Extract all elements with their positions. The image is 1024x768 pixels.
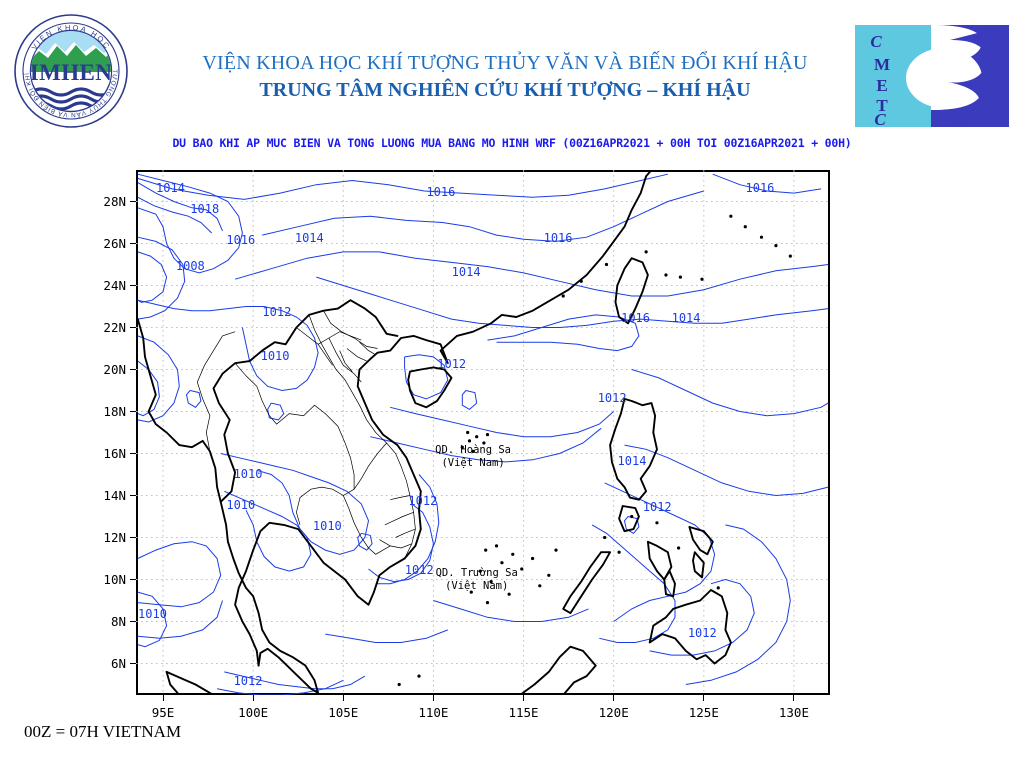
contour-value-label: 1012 — [408, 493, 438, 508]
y-tickmark — [130, 327, 136, 328]
contour-value-label: 1010 — [260, 348, 290, 363]
y-tickmark — [130, 663, 136, 664]
organisation-titles: VIỆN KHOA HỌC KHÍ TƯỢNG THỦY VĂN VÀ BIẾN… — [160, 50, 850, 104]
coastlines — [136, 170, 732, 695]
y-axis-label: 22N — [103, 319, 126, 335]
contour-value-label: 1010 — [312, 519, 342, 533]
x-axis-label: 130E — [778, 705, 809, 720]
contour-value-label: 1016 — [621, 311, 651, 326]
chart-title: DU BAO KHI AP MUC BIEN VA TONG LUONG MUA… — [172, 136, 852, 150]
y-axis-label: 16N — [103, 445, 126, 461]
y-tickmark — [130, 243, 136, 244]
contour-value-label: 1016 — [426, 185, 456, 200]
x-axis-label: 105E — [328, 705, 359, 720]
x-axis-label: 100E — [238, 705, 269, 720]
island-group-label: QD. Trường Sa (Việt Nam) — [425, 567, 529, 593]
contour-value-label: 1014 — [671, 311, 701, 326]
x-axis-label: 110E — [418, 705, 449, 720]
y-axis-label: 20N — [103, 361, 126, 377]
x-axis-label: 125E — [688, 705, 719, 720]
x-tickmark — [523, 695, 525, 701]
contour-value-label: 1010 — [233, 466, 263, 481]
cmetc-letter-m: M — [874, 55, 890, 74]
contour-value-label: 1012 — [233, 674, 263, 689]
contour-value-label: 1016 — [745, 180, 775, 195]
y-tickmark — [130, 411, 136, 412]
map-canvas — [136, 170, 830, 695]
cmetc-logo: C M E T C — [852, 22, 1012, 130]
y-tickmark — [130, 285, 136, 286]
y-axis-label: 24N — [103, 277, 126, 293]
y-tickmark — [130, 495, 136, 496]
y-axis-label: 18N — [103, 403, 126, 419]
x-tickmark — [252, 695, 254, 701]
contour-value-label: 1012 — [437, 357, 467, 372]
contour-value-label: 1012 — [687, 626, 717, 641]
y-axis-label: 10N — [103, 571, 126, 587]
y-axis-label: 8N — [110, 613, 126, 629]
x-tickmark — [703, 695, 705, 701]
contour-value-label: 1012 — [642, 500, 672, 515]
y-tickmark — [130, 369, 136, 370]
y-axis-label: 12N — [103, 529, 126, 545]
island-label-line2: (Việt Nam) — [445, 580, 509, 593]
island-group-label: QD. Hoàng Sa (Việt Nam) — [421, 444, 525, 470]
weather-map-plot: 1014 1018 1016 1014 1008 1016 1016 1016 1014 1012… — [103, 170, 830, 720]
y-axis-label: 14N — [103, 487, 126, 503]
island-label-line1: QD. Hoàng Sa — [435, 443, 511, 456]
island-label-line1: QD. Trường Sa — [435, 567, 518, 580]
plot-frame — [136, 170, 830, 695]
timezone-note: 00Z = 07H VIETNAM — [24, 722, 182, 741]
contour-value-label: 1018 — [190, 201, 220, 216]
x-tickmark — [793, 695, 795, 701]
contour-value-label: 1014 — [156, 180, 185, 195]
x-axis-label: 95E — [151, 705, 175, 720]
x-axis-label: 115E — [508, 705, 539, 720]
x-tickmark — [342, 695, 344, 701]
imhen-acronym: IMHEN — [30, 60, 113, 85]
contour-value-label: 1010 — [138, 607, 167, 622]
y-tickmark — [130, 621, 136, 622]
contour-value-label: 1014 — [451, 264, 481, 279]
contour-value-label: 1010 — [226, 498, 256, 512]
center-name: TRUNG TÂM NGHIÊN CỨU KHÍ TƯỢNG – KHÍ HẬU — [259, 79, 751, 101]
contour-value-label: 1014 — [617, 453, 647, 468]
y-tickmark — [130, 579, 136, 580]
y-axis-label: 6N — [110, 655, 126, 671]
y-tickmark — [130, 453, 136, 454]
imhen-logo: IMHEN VIEN KHOA HOC KHÍ TƯỢNG THỦY VĂN V… — [9, 5, 130, 130]
cmetc-letter-t: T — [876, 96, 888, 115]
cmetc-letter-c2: C — [874, 110, 886, 129]
cmetc-letter-c1: C — [870, 32, 882, 51]
contour-value-label: 1014 — [294, 231, 324, 246]
cmetc-letter-e: E — [876, 76, 887, 95]
x-tickmark — [162, 695, 164, 701]
contour-value-label: 1008 — [175, 258, 205, 273]
contour-value-label: 1016 — [226, 233, 256, 248]
contour-value-label: 1012 — [262, 304, 292, 319]
contour-value-label: 1012 — [404, 563, 434, 578]
x-axis-label: 120E — [598, 705, 629, 720]
institute-name: VIỆN KHOA HỌC KHÍ TƯỢNG THỦY VĂN VÀ BIẾN… — [202, 52, 808, 74]
pressure-contours — [137, 173, 829, 695]
island-dots — [397, 214, 792, 687]
island-label-line2: (Việt Nam) — [441, 456, 505, 469]
contour-value-label: 1016 — [543, 231, 573, 246]
y-tickmark — [130, 201, 136, 202]
y-tickmark — [130, 537, 136, 538]
y-axis-label: 28N — [103, 193, 126, 209]
x-tickmark — [613, 695, 615, 701]
contour-value-label: 1012 — [597, 390, 627, 405]
y-axis-label: 26N — [103, 235, 126, 251]
x-tickmark — [432, 695, 434, 701]
administrative-borders — [196, 310, 416, 559]
page-header: IMHEN VIEN KHOA HOC KHÍ TƯỢNG THỦY VĂN V… — [0, 0, 1024, 130]
grid-lines — [136, 170, 830, 695]
